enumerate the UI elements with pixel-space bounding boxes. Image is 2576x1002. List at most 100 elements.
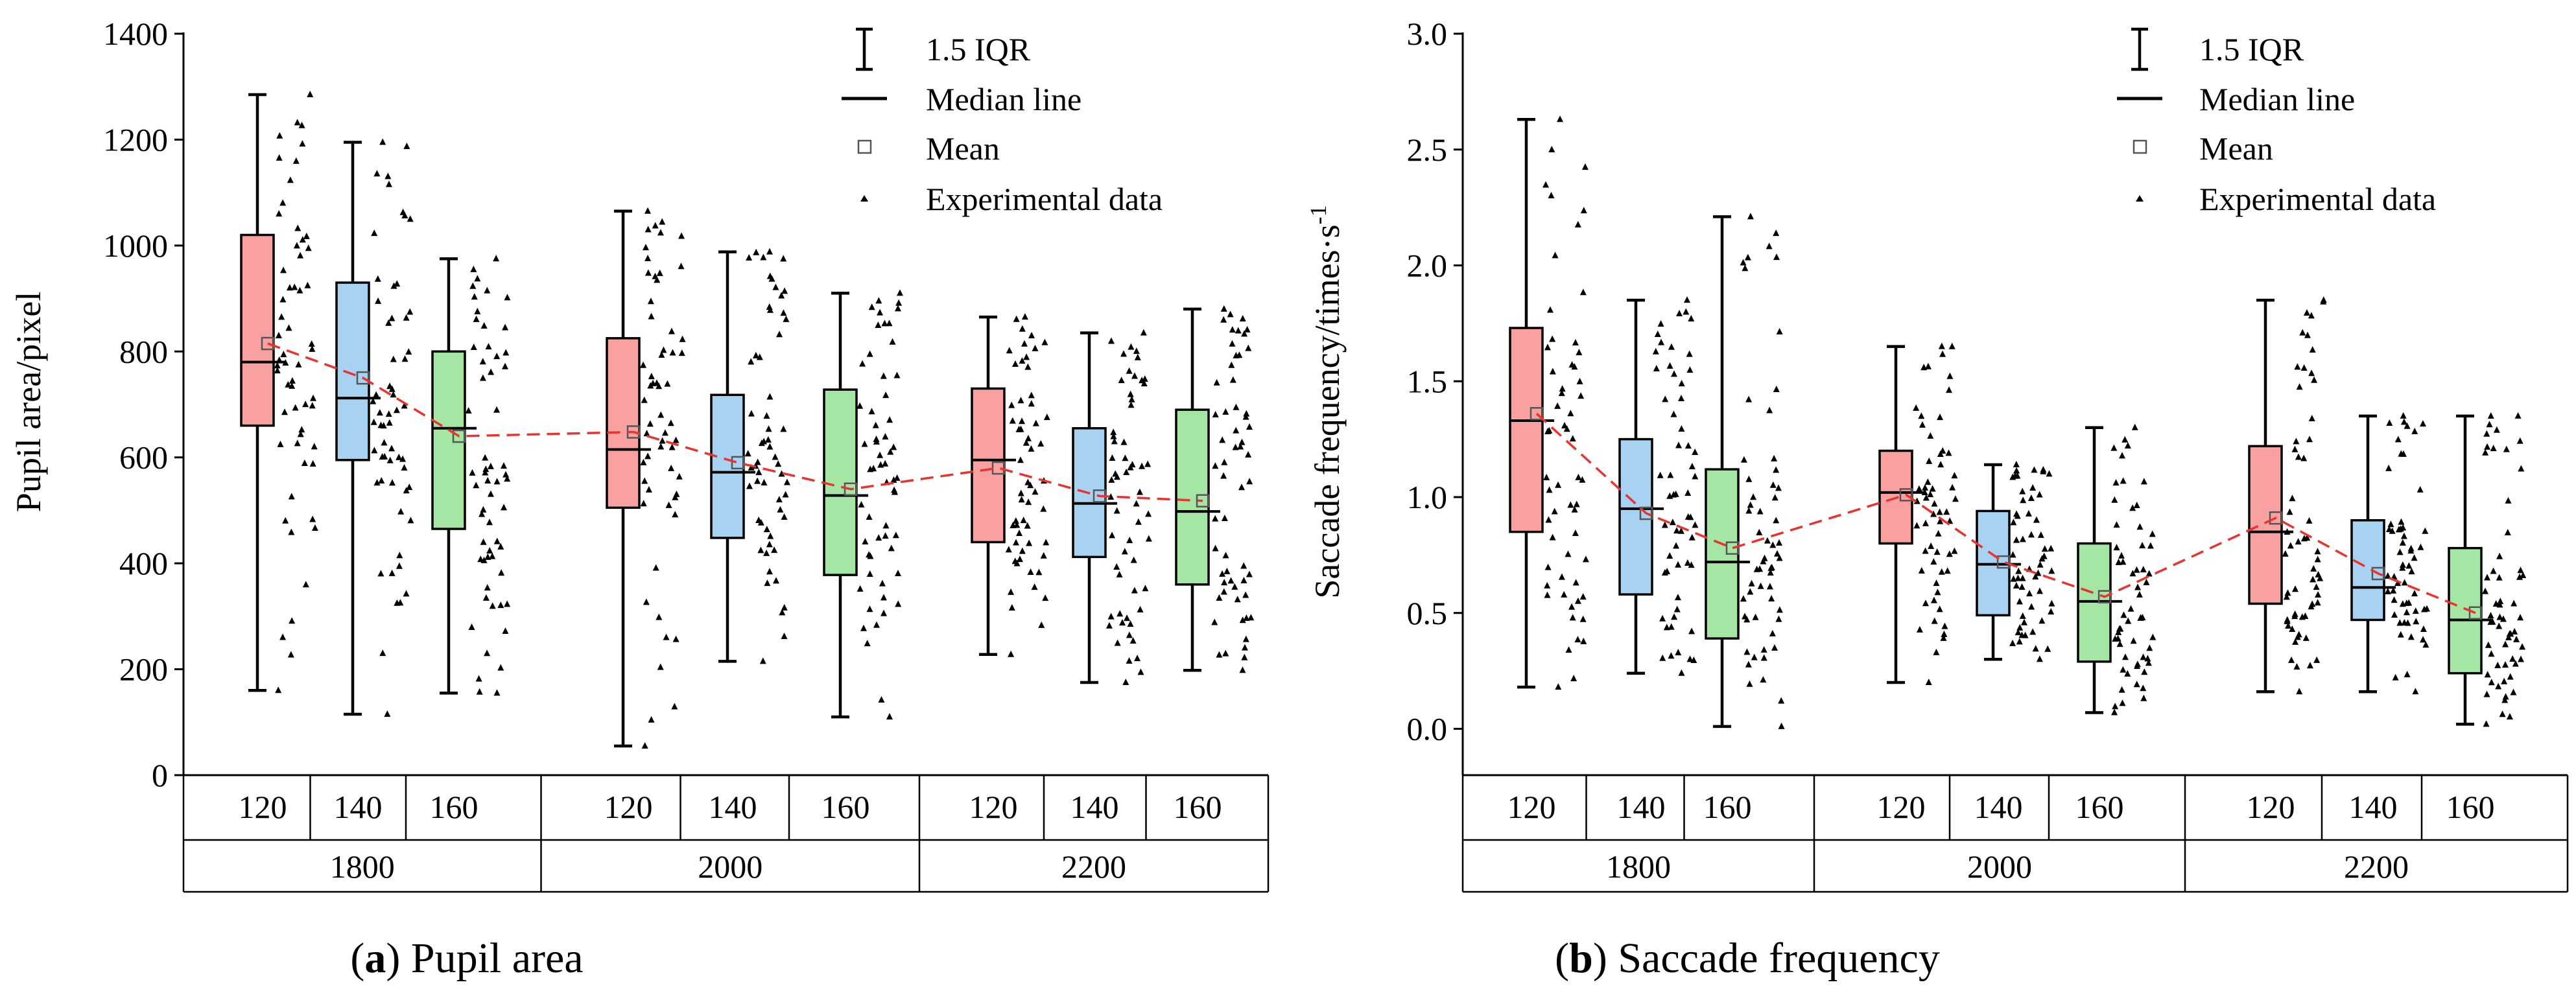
experimental-point <box>1922 600 1929 607</box>
experimental-point <box>1773 466 1780 473</box>
experimental-point <box>643 430 650 437</box>
experimental-point <box>2400 450 2407 457</box>
experimental-point <box>1750 493 1757 500</box>
experimental-point <box>1109 531 1116 539</box>
experimental-point <box>766 541 773 548</box>
experimental-points <box>465 255 511 696</box>
experimental-point <box>2308 369 2315 377</box>
experimental-point <box>1678 669 1685 676</box>
experimental-point <box>484 584 491 591</box>
experimental-point <box>396 453 403 460</box>
experimental-point <box>1229 340 1236 347</box>
experimental-point <box>2317 574 2324 581</box>
experimental-point <box>2483 574 2490 581</box>
experimental-point <box>778 292 785 299</box>
experimental-point <box>746 253 753 261</box>
experimental-point <box>502 627 509 635</box>
experimental-point <box>1222 552 1229 559</box>
experimental-point <box>1114 639 1121 646</box>
experimental-point <box>1019 325 1026 332</box>
experimental-point <box>2400 412 2407 419</box>
experimental-point <box>1937 517 1944 524</box>
experimental-point <box>1024 363 1032 370</box>
experimental-point <box>2482 587 2489 594</box>
experimental-point <box>781 287 788 294</box>
legend-iqr-label: 1.5 IQR <box>2199 31 2304 67</box>
experimental-point <box>2037 531 2044 538</box>
experimental-point <box>1922 494 1930 501</box>
experimental-point <box>2013 460 2020 467</box>
experimental-point <box>302 401 309 408</box>
experimental-point <box>475 675 482 682</box>
experimental-point <box>2149 633 2157 640</box>
experimental-point <box>767 532 774 539</box>
experimental-point <box>1677 394 1684 401</box>
experimental-point <box>1108 476 1115 483</box>
experimental-point <box>1675 649 1682 656</box>
experimental-point <box>1216 594 1223 601</box>
experimental-point <box>2516 573 2523 580</box>
experimental-point <box>764 436 772 443</box>
experimental-point <box>1688 627 1696 635</box>
experimental-point <box>2288 656 2295 663</box>
experimental-point <box>1925 679 1932 685</box>
experimental-point <box>1678 380 1685 387</box>
experimental-point <box>1773 517 1780 524</box>
experimental-point <box>672 635 679 642</box>
experimental-point <box>1574 220 1581 227</box>
experimental-point <box>1134 655 1141 662</box>
experimental-point <box>766 443 774 450</box>
experimental-point <box>1936 508 1943 515</box>
experimental-point <box>2501 696 2509 703</box>
experimental-points <box>2384 412 2430 695</box>
experimental-point <box>772 283 779 290</box>
experimental-point <box>2115 558 2122 565</box>
experimental-point <box>484 286 491 294</box>
experimental-point <box>894 570 901 577</box>
experimental-point <box>2391 596 2398 603</box>
experimental-point <box>2136 590 2143 598</box>
experimental-point <box>780 309 787 316</box>
experimental-point <box>502 362 509 369</box>
experimental-point <box>640 458 647 465</box>
experimental-point <box>2507 673 2514 680</box>
experimental-point <box>1008 588 1015 595</box>
experimental-point <box>470 343 477 350</box>
experimental-point <box>1128 401 1135 408</box>
legend-median-label: Median line <box>926 81 1081 117</box>
experimental-point <box>1949 484 1956 491</box>
experimental-point <box>2487 412 2494 419</box>
experimental-point <box>2028 603 2035 610</box>
experimental-point <box>486 547 493 554</box>
experimental-point <box>1752 613 1759 620</box>
experimental-point <box>2400 524 2407 531</box>
experimental-point <box>388 479 396 486</box>
experimental-point <box>1673 527 1681 534</box>
experimental-point <box>2032 645 2039 652</box>
experimental-point <box>2519 643 2526 650</box>
experimental-point <box>2384 572 2391 579</box>
experimental-point <box>1235 327 1242 334</box>
experimental-point <box>2019 487 2026 495</box>
experimental-point <box>1232 443 1239 450</box>
experimental-point <box>1227 310 1234 318</box>
caption-b: (b) Saccade frequency <box>1555 935 1940 982</box>
experimental-point <box>2420 636 2427 643</box>
experimental-point <box>1740 456 1747 463</box>
experimental-point <box>1913 522 1920 529</box>
experimental-point <box>2018 631 2026 638</box>
experimental-point <box>2010 518 2017 526</box>
experimental-point <box>1946 386 1953 393</box>
experimental-point <box>484 477 491 484</box>
experimental-point <box>482 469 489 476</box>
experimental-point <box>298 121 305 128</box>
iqr-box <box>606 337 641 509</box>
x-group-label: 2200 <box>1061 848 1126 885</box>
experimental-point <box>385 180 392 187</box>
experimental-points <box>370 138 414 717</box>
experimental-point <box>1766 242 1773 250</box>
experimental-point <box>1578 392 1585 399</box>
experimental-point <box>872 421 879 428</box>
experimental-point <box>2146 644 2153 651</box>
experimental-point <box>1573 500 1580 507</box>
